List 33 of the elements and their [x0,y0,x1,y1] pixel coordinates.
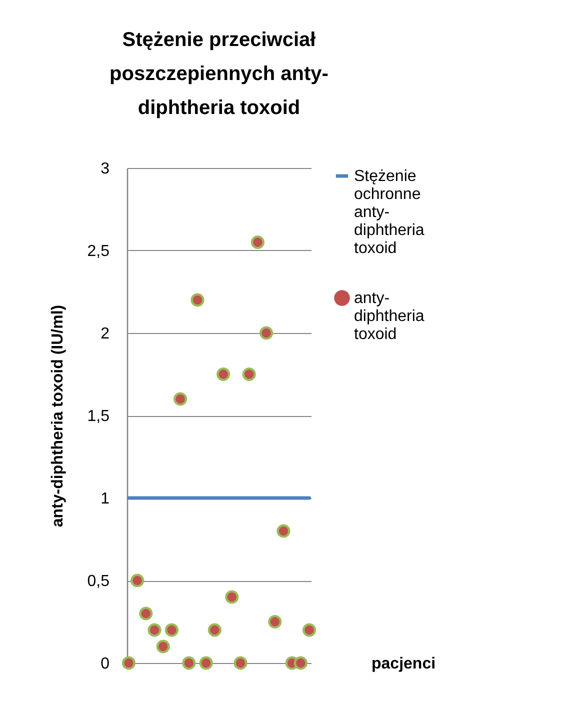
y-tick-label: 2 [100,326,110,342]
point [156,640,170,654]
point [199,656,213,670]
legend-label: Stężenie ochronne anty-diphtheria toxoid [354,168,424,257]
y-tick-label: 0 [100,656,110,672]
point [208,623,222,637]
chart-title: Stężenie przeciwciał poszczepiennych anty-diphtheria toxoid [110,29,328,119]
y-tick-label: 2,5 [87,243,110,260]
point [139,606,153,620]
point [234,656,248,670]
point [122,656,136,670]
point [130,574,144,588]
point [225,590,239,604]
point [259,326,274,340]
point [148,623,162,637]
point [294,656,308,670]
point [242,367,256,382]
y-axis-title: anty-diphtheria toxoid (IU/ml) [49,304,66,528]
point [276,524,290,538]
y-tick-label: 1 [100,490,110,508]
point [164,623,179,637]
point [174,392,188,406]
point [268,614,282,629]
point [250,235,264,250]
x-axis-title: pacjenci [372,656,436,672]
y-tick-label: 1,5 [87,408,110,425]
point [182,656,196,670]
legend-label: anty-diphtheria toxoid [354,290,424,343]
point [302,623,316,637]
y-tick-label: 0,5 [87,573,110,590]
y-tick-label: 3 [100,160,110,178]
point [216,367,230,382]
point [190,293,204,307]
